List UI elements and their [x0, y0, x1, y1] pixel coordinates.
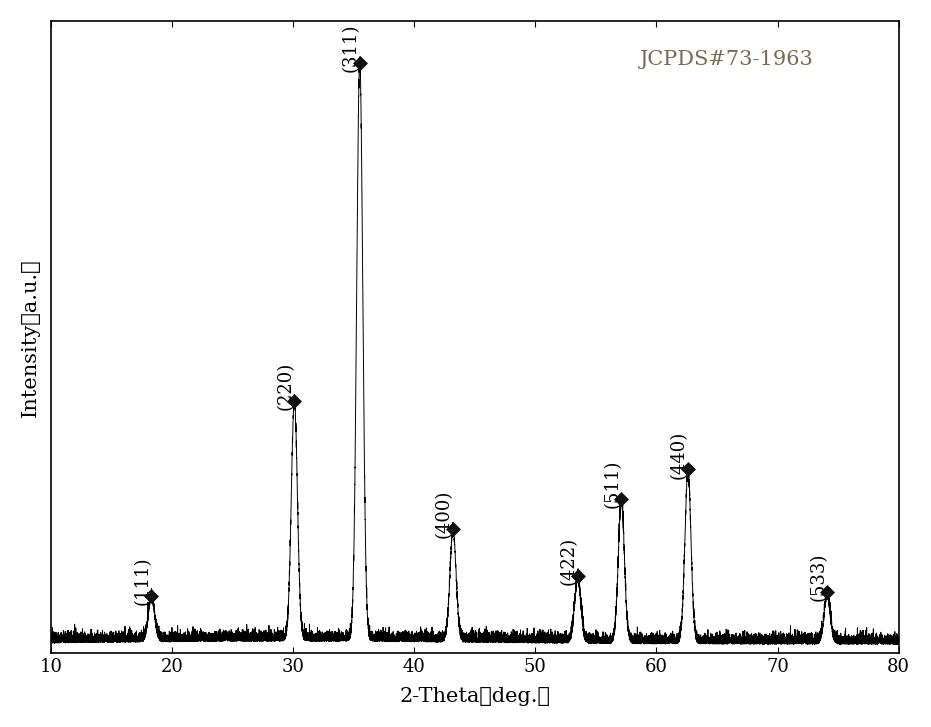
- Text: JCPDS#73-1963: JCPDS#73-1963: [641, 50, 814, 69]
- Text: (400): (400): [435, 489, 453, 538]
- Text: (220): (220): [277, 362, 294, 410]
- Text: (422): (422): [560, 537, 578, 585]
- Text: (111): (111): [133, 557, 152, 605]
- Text: (311): (311): [342, 24, 359, 73]
- Text: (511): (511): [603, 460, 621, 508]
- X-axis label: 2-Theta（deg.）: 2-Theta（deg.）: [399, 687, 550, 706]
- Y-axis label: Intensity（a.u.）: Intensity（a.u.）: [20, 258, 40, 417]
- Text: (533): (533): [809, 553, 828, 601]
- Text: (440): (440): [670, 430, 688, 478]
